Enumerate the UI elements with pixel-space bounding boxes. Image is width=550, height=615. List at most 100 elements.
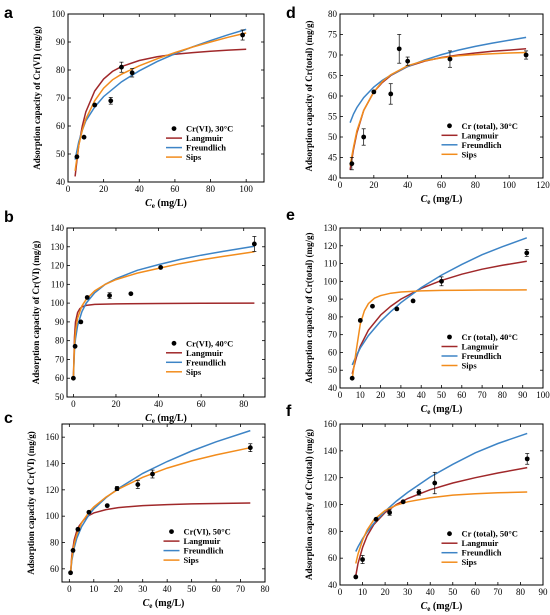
- y-tick-label: 60: [55, 373, 65, 383]
- legend-marker-data: [447, 123, 452, 129]
- y-tick-label: 40: [328, 383, 338, 393]
- data-point: [240, 32, 246, 38]
- y-tick-label: 100: [46, 511, 60, 521]
- y-tick-label: 60: [56, 121, 66, 131]
- x-tick-label: 80: [206, 184, 216, 194]
- data-point: [75, 526, 81, 532]
- x-axis-label-unit: (mg/L): [152, 598, 184, 609]
- x-tick-label: 0: [66, 184, 71, 194]
- chart-panel-e: 0 10 20 30 40 50 60 70 80 90 100 40 50 60 70 80 90 100 110…: [286, 207, 550, 416]
- chart-panel-d: 0 20 40 60 80 100 120 40 45 50 55 60 65 70 75 80 d Adsorp…: [286, 5, 550, 206]
- y-tick-label: 140: [46, 459, 60, 469]
- x-tick-label: 40: [403, 180, 413, 190]
- legend-label-data: Cr(VI), 30°C: [186, 124, 233, 134]
- x-axis-label-unit: (mg/L): [430, 601, 462, 612]
- y-axis-label: Adsorption capacity of Cr(total) (mg/g): [304, 429, 314, 580]
- y-tick-label: 40: [56, 177, 66, 187]
- y-tick-label: 120: [324, 473, 338, 483]
- y-tick-label: 110: [51, 279, 65, 289]
- x-tick-label: 10: [358, 587, 368, 597]
- y-tick-label: 40: [328, 580, 338, 590]
- y-tick-label: 80: [55, 336, 65, 346]
- data-point: [447, 56, 453, 62]
- x-tick-label: 80: [261, 584, 271, 594]
- x-tick-label: 60: [197, 399, 207, 409]
- x-axis-label-main: C: [421, 194, 428, 205]
- y-tick-label: 45: [328, 153, 338, 163]
- legend-label-langmuir: Langmuir: [186, 133, 223, 143]
- panel-label: b: [4, 209, 14, 226]
- x-tick-label: 30: [403, 587, 413, 597]
- legend-marker-data: [169, 529, 174, 534]
- x-tick-label: 20: [376, 390, 386, 400]
- legend-marker-data: [447, 334, 452, 340]
- legend-label-sips: Sips: [186, 367, 202, 377]
- data-point: [387, 510, 393, 515]
- data-point: [107, 293, 112, 298]
- x-axis-label-sub: e: [427, 605, 430, 613]
- plot-frame: [66, 227, 266, 398]
- y-tick-label: 70: [55, 354, 65, 364]
- x-tick-label: 60: [212, 584, 222, 594]
- data-point: [396, 46, 402, 52]
- y-axis-label: Adsorption capacity of Cr(total) (mg/g): [304, 233, 314, 384]
- y-tick-label: 50: [55, 392, 65, 402]
- data-point: [349, 161, 355, 167]
- series-line-freundlich: [351, 237, 528, 366]
- y-tick-label: 50: [56, 149, 66, 159]
- data-point: [150, 471, 155, 477]
- data-point: [524, 250, 530, 256]
- legend-marker-data: [171, 126, 177, 131]
- x-tick-label: 0: [67, 584, 72, 594]
- x-axis-label-unit: (mg/L): [430, 404, 462, 415]
- y-tick-label: 80: [328, 526, 338, 536]
- x-axis-label-main: C: [145, 413, 152, 424]
- series-line-sips: [355, 491, 528, 564]
- x-axis-label-sub: e: [427, 408, 430, 416]
- series-line-freundlich: [72, 245, 255, 379]
- x-axis-label-main: C: [143, 598, 150, 609]
- y-tick-label: 120: [324, 241, 338, 251]
- series-line-sips: [72, 251, 255, 379]
- y-axis-label: Adsorption capacity of Cr(VI) (mg/g): [31, 241, 41, 384]
- y-axis-label: Adsorption capacity of Cr(total) (mg/g): [304, 21, 314, 172]
- y-tick-label: 130: [51, 242, 65, 252]
- y-axis-label: Adsorption capacity of Cr(VI) (mg/g): [32, 26, 42, 169]
- x-tick-label: 50: [187, 584, 197, 594]
- y-tick-label: 90: [56, 37, 66, 47]
- x-tick-label: 40: [154, 399, 164, 409]
- legend-label-sips: Sips: [184, 555, 200, 565]
- chart-panel-b: 0 20 40 60 80 50 60 70 80 90 100 110 120 130 140 b Adsor…: [4, 209, 266, 425]
- series-line-langmuir: [69, 502, 251, 573]
- x-tick-label: 100: [239, 184, 253, 194]
- legend-label-sips: Sips: [462, 557, 478, 567]
- y-tick-label: 80: [50, 538, 60, 548]
- data-point: [371, 89, 377, 95]
- legend-label-langmuir: Langmuir: [184, 536, 221, 546]
- x-axis-label: Ce (mg/L): [143, 598, 185, 610]
- x-axis-label: Ce (mg/L): [145, 413, 187, 425]
- x-axis-label-unit: (mg/L): [155, 413, 187, 424]
- data-point: [524, 456, 530, 462]
- data-point: [74, 154, 80, 160]
- legend-label-data: Cr (total), 50°C: [462, 529, 518, 539]
- legend-label-langmuir: Langmuir: [462, 342, 499, 352]
- x-tick-label: 40: [417, 390, 427, 400]
- series-line-freundlich: [69, 429, 251, 573]
- chart-panel-a: 0 20 40 60 80 100 40 50 60 70 80 90 100 a Adsorption c…: [4, 5, 265, 210]
- y-tick-label: 90: [328, 294, 338, 304]
- x-axis-label-unit: (mg/L): [430, 194, 462, 205]
- data-point: [86, 509, 92, 515]
- data-point: [349, 375, 355, 381]
- legend-label-sips: Sips: [462, 149, 478, 159]
- x-axis-label: Ce (mg/L): [421, 601, 463, 613]
- x-tick-label: 70: [236, 584, 246, 594]
- y-tick-label: 60: [328, 347, 338, 357]
- panel-label: c: [4, 410, 13, 427]
- panel-label: e: [286, 207, 295, 224]
- x-axis-label-unit: (mg/L): [155, 198, 187, 209]
- y-tick-label: 130: [324, 223, 338, 233]
- y-tick-label: 100: [324, 500, 338, 510]
- x-axis-label-main: C: [145, 198, 152, 209]
- data-point: [373, 516, 379, 522]
